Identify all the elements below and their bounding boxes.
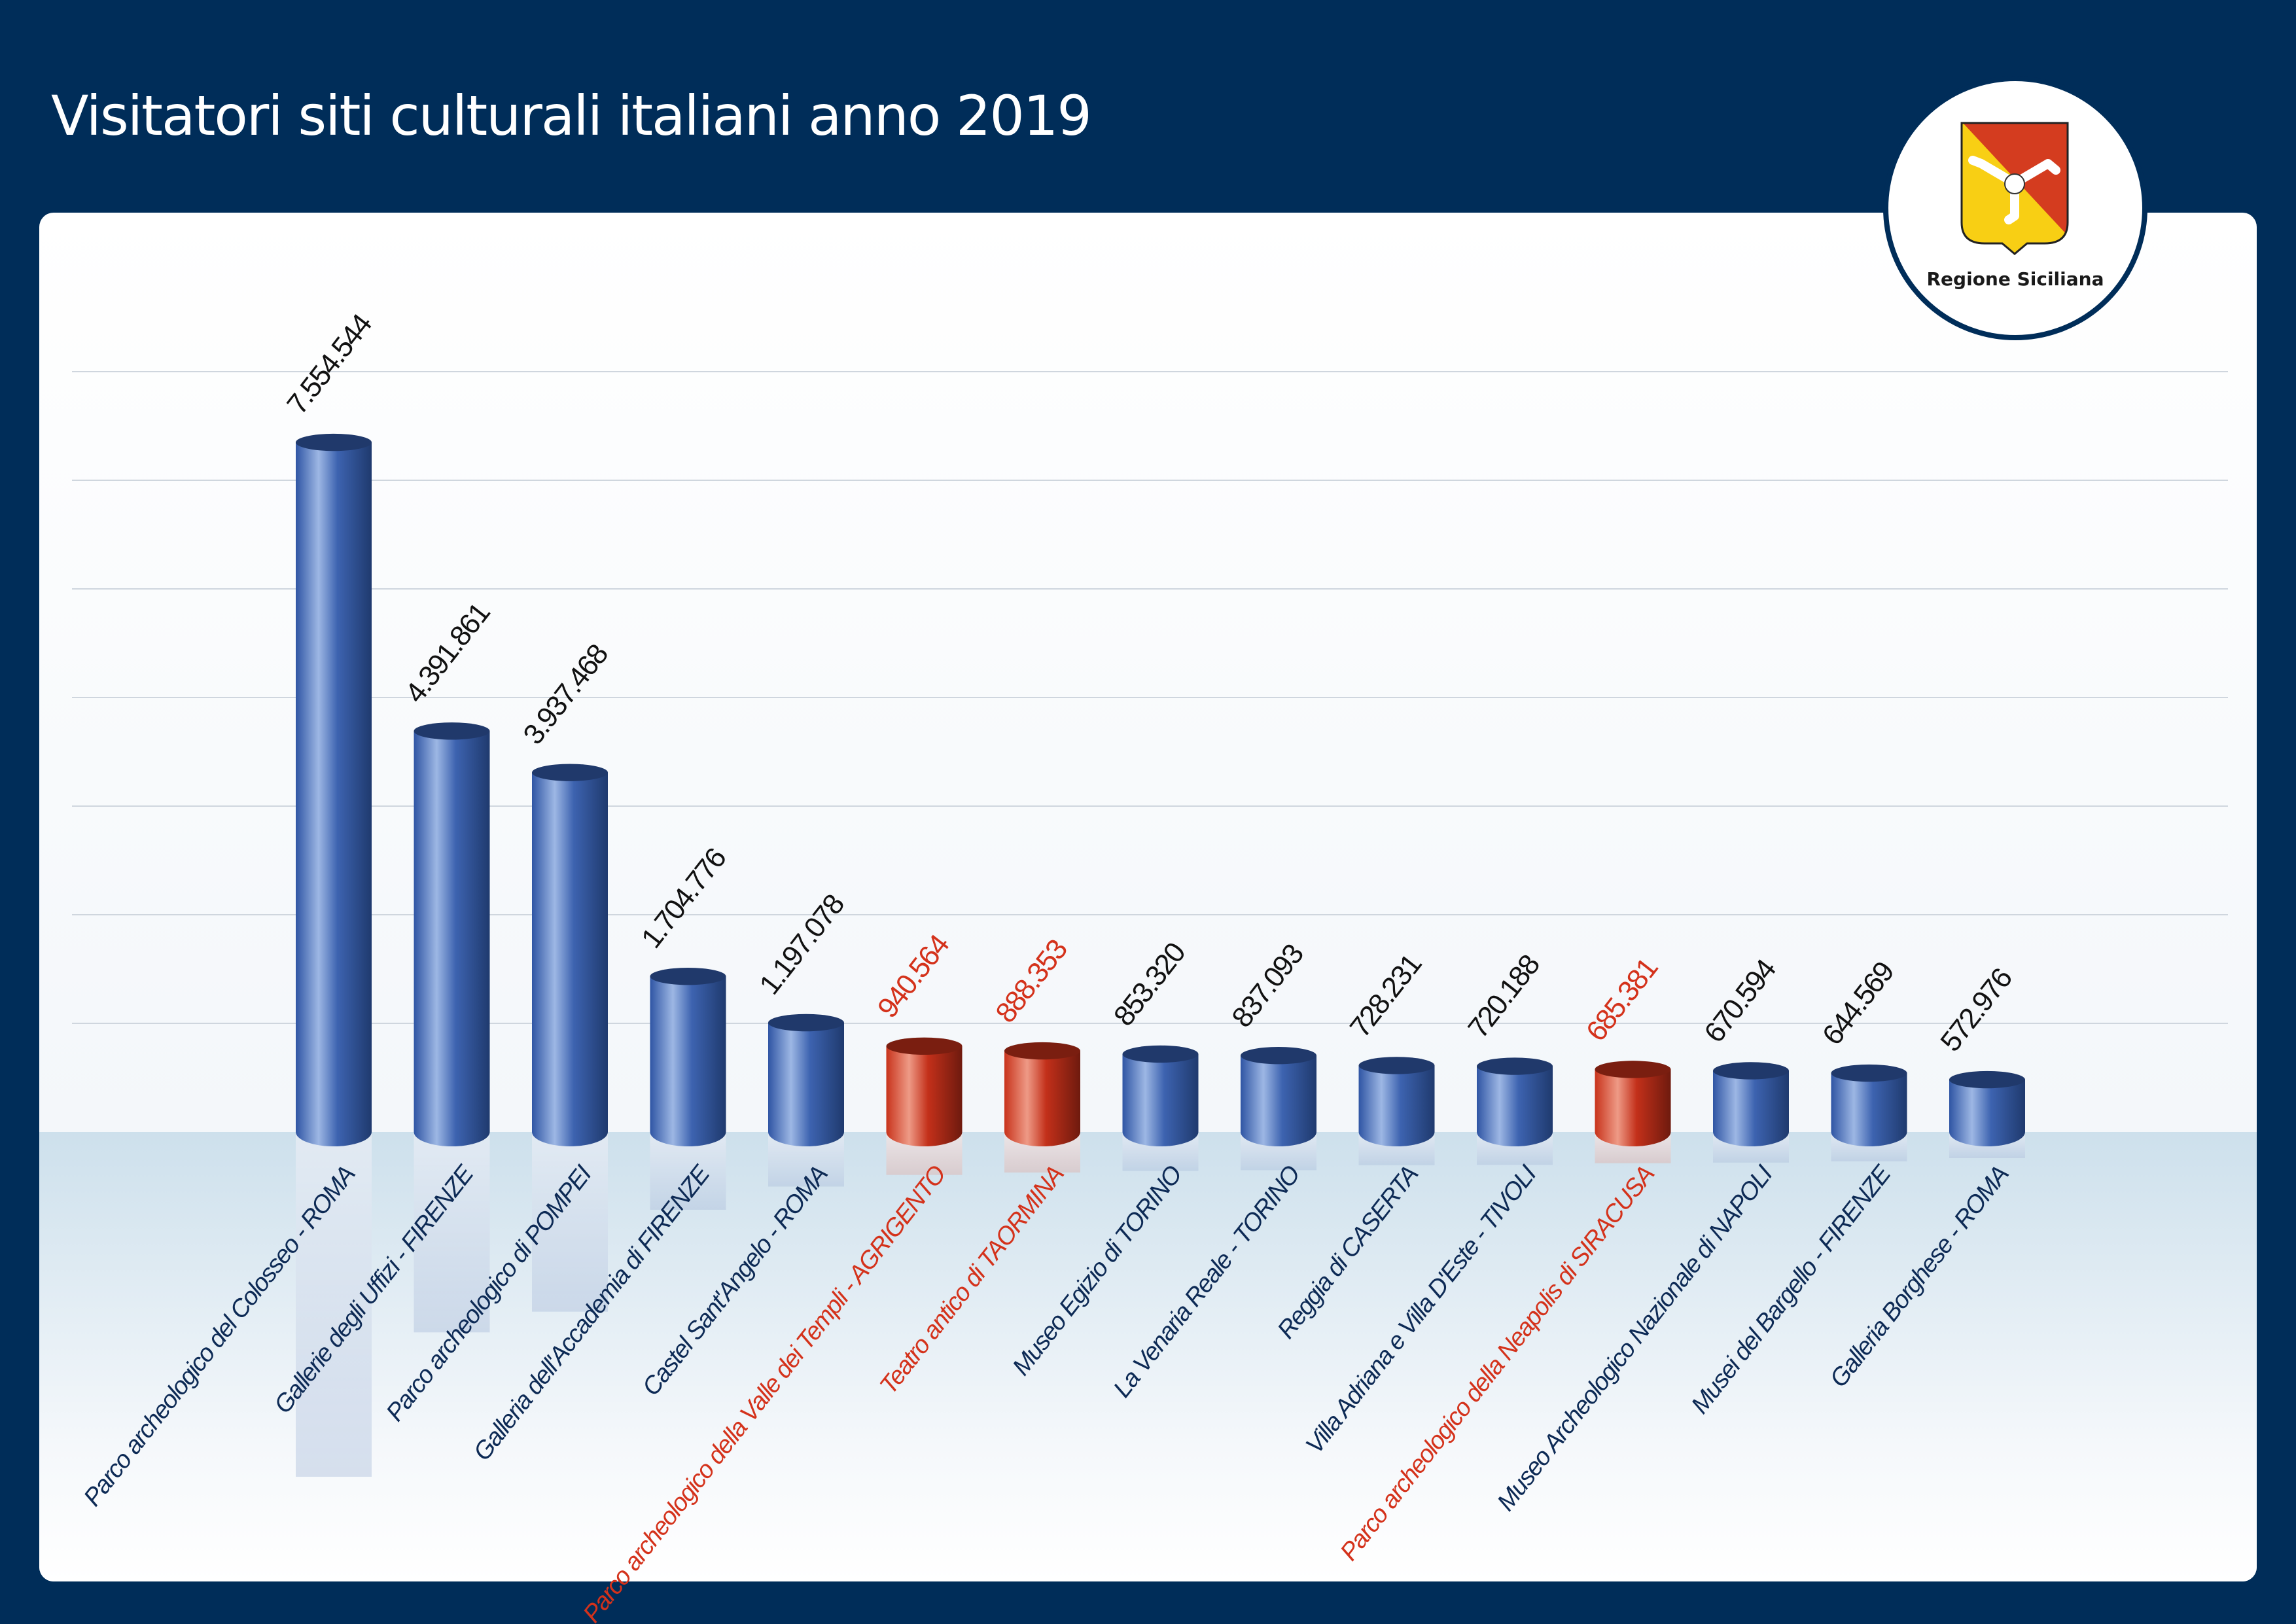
regione-siciliana-logo: Regione Siciliana (1883, 76, 2147, 340)
bar-cylinder (768, 1023, 844, 1146)
bar-top (1241, 1047, 1316, 1065)
bar-top (1358, 1057, 1435, 1074)
bar-top (1595, 1061, 1671, 1078)
bar-cylinder (296, 442, 372, 1146)
bar-cylinder (650, 976, 726, 1147)
bar-cylinder (532, 772, 608, 1146)
bar-cylinder (1477, 1066, 1553, 1146)
bar-cylinder (1004, 1051, 1080, 1146)
bar-cylinder (1241, 1055, 1316, 1146)
logo-text: Regione Siciliana (1927, 268, 2104, 290)
bar-top (768, 1014, 844, 1032)
bar-top (532, 764, 608, 781)
bar-cylinder (1949, 1080, 2025, 1146)
bar-top (1713, 1062, 1789, 1080)
trinacria-shield-icon (1960, 122, 2069, 255)
bar-top (1122, 1045, 1199, 1063)
bar-cylinder (886, 1046, 963, 1147)
bar-top (1949, 1070, 2025, 1089)
bar-cylinder (1122, 1053, 1199, 1147)
bar-reflection-fade (532, 1132, 608, 1312)
bar-top (1831, 1064, 1907, 1082)
bar-cylinder (1358, 1065, 1435, 1147)
bar-cylinder (1595, 1069, 1671, 1147)
bar-top (296, 433, 372, 451)
bar-top (1004, 1042, 1080, 1060)
bar-top (1477, 1057, 1553, 1075)
bar-top (650, 967, 726, 985)
bar-top (886, 1037, 963, 1055)
bar-cylinder (414, 731, 490, 1147)
bar-cylinder (1831, 1073, 1907, 1147)
bar-reflection-fade (296, 1132, 372, 1477)
bar-top (414, 722, 490, 740)
page-title: Visitatori siti culturali italiani anno … (51, 84, 1092, 148)
bar-reflection-fade (414, 1132, 490, 1333)
bar-cylinder (1713, 1070, 1789, 1146)
